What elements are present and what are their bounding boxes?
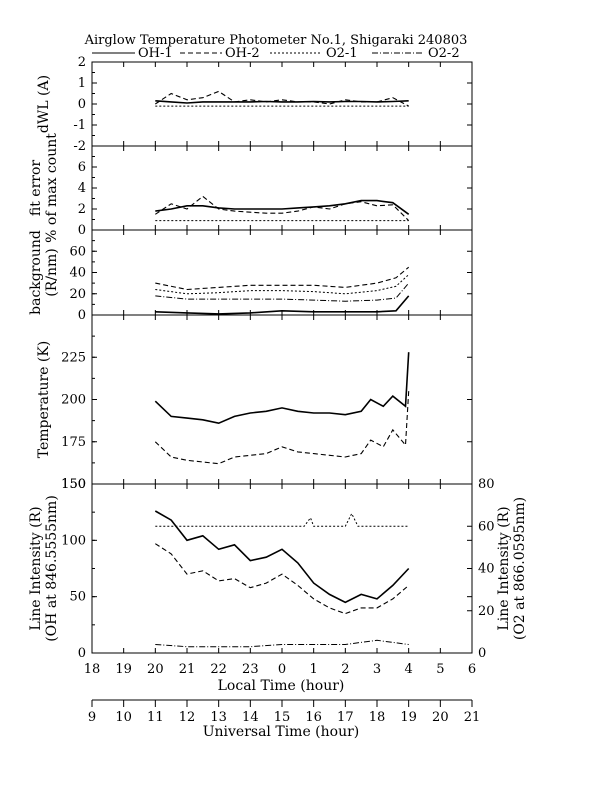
panel-frame-background <box>91 229 473 316</box>
ytick-label-temperature-0: 225 <box>61 350 86 365</box>
series-fit_error-oh-2 <box>154 195 410 221</box>
universal-time-tick-11: 20 <box>432 710 449 725</box>
ytick-label-dwl-2: 0 <box>78 97 86 112</box>
y2label-line_intensity-0: Line Intensity (R) <box>496 506 512 630</box>
series-line_intensity-o2-1 <box>155 512 409 527</box>
legend-label-o21: O2-1 <box>326 46 358 61</box>
universal-time-tick-9: 18 <box>369 710 386 725</box>
ytick-label-temperature-2: 175 <box>61 435 86 450</box>
local-time-label: Local Time (hour) <box>218 678 345 694</box>
series-background-oh-1 <box>155 295 410 315</box>
ytick-label-background-2: 20 <box>69 287 86 302</box>
panel-frame-temperature <box>91 314 473 485</box>
series-line_intensity-oh-2 <box>155 543 410 615</box>
panel-fit_error: 6 4 2 0 fit error% of max count <box>28 133 473 243</box>
ylabel-line_intensity-0: Line Intensity (R) <box>28 506 44 630</box>
panel-frame-fit_error <box>91 145 473 231</box>
universal-time-tick-7: 16 <box>305 710 322 725</box>
ytick-label-background-3: 0 <box>78 308 86 323</box>
panel-background: 60 40 20 0 background (R/nm) <box>28 229 473 323</box>
series-background-o2-2 <box>155 282 410 302</box>
series-temperature-oh-1 <box>154 352 410 425</box>
local-time-tick-6: 0 <box>278 662 286 677</box>
ytick-label-temperature-1: 200 <box>61 393 86 408</box>
local-time-tick-5: 23 <box>242 662 259 677</box>
series-background-o2-1 <box>155 274 410 295</box>
legend: OH-1 OH-2 O2-1 O2-2 <box>92 46 460 61</box>
local-time-tick-8: 2 <box>341 662 349 677</box>
ylabel-fit_error-0: fit error <box>28 160 44 217</box>
ytick-label-background-1: 40 <box>69 266 86 281</box>
legend-label-oh1: OH-1 <box>138 46 173 61</box>
series-temperature-oh-2 <box>154 391 410 465</box>
universal-time-tick-12: 21 <box>464 710 481 725</box>
ytick-label-fit_error-2: 2 <box>78 202 86 217</box>
legend-label-o22: O2-2 <box>428 46 460 61</box>
series-line_intensity-o2-2 <box>155 639 409 648</box>
ylabel-background-1: (R/nm) <box>44 248 60 296</box>
figure-title: Airglow Temperature Photometer No.1, Shi… <box>84 33 468 48</box>
ytick-label-dwl-4: -2 <box>73 139 86 154</box>
universal-time-label: Universal Time (hour) <box>203 724 360 740</box>
ytick-label-line_intensity-2: 50 <box>69 590 86 605</box>
local-time-tick-12: 6 <box>468 662 476 677</box>
ylabel-dwl-0: dWL (A) <box>36 75 52 133</box>
ytick-label-dwl-1: 1 <box>78 76 86 91</box>
local-time-tick-7: 1 <box>310 662 318 677</box>
local-time-tick-9: 3 <box>373 662 381 677</box>
ylabel-background-0: background <box>28 230 44 315</box>
local-time-tick-2: 20 <box>147 662 164 677</box>
ytick-label-line_intensity-0: 150 <box>61 477 86 492</box>
y2label-line_intensity-1: (O2 at 866.0595nm) <box>512 497 528 640</box>
universal-time-tick-5: 14 <box>242 710 259 725</box>
ylabel-fit_error-1: % of max count <box>44 133 60 243</box>
ytick-label-dwl-3: -1 <box>73 118 86 133</box>
panel-frame-line_intensity <box>91 483 473 654</box>
ytick-label-line_intensity-3: 0 <box>78 646 86 661</box>
ytick-label-dwl-0: 2 <box>78 55 86 70</box>
universal-time-tick-3: 12 <box>179 710 196 725</box>
universal-time-tick-10: 19 <box>400 710 417 725</box>
legend-label-oh2: OH-2 <box>225 46 260 61</box>
ylabel-line_intensity-1: (OH at 846.5555nm) <box>44 495 60 642</box>
panel-temperature: 225 200 175 150 Temperature (K) <box>36 314 473 492</box>
ytick-label-fit_error-3: 0 <box>78 223 86 238</box>
universal-time-tick-6: 15 <box>274 710 291 725</box>
local-time-tick-0: 18 <box>84 662 101 677</box>
ytick-label-fit_error-1: 4 <box>78 181 86 196</box>
series-dwl-oh-2 <box>154 90 409 107</box>
y2tick-label-line_intensity-1: 60 <box>478 519 495 534</box>
y2tick-label-line_intensity-4: 0 <box>478 646 486 661</box>
series-background-oh-2 <box>155 266 410 291</box>
local-time-tick-11: 5 <box>436 662 444 677</box>
universal-time-tick-0: 9 <box>88 710 96 725</box>
ytick-label-fit_error-0: 6 <box>78 160 86 175</box>
local-time-tick-1: 19 <box>115 662 132 677</box>
universal-time-tick-4: 13 <box>210 710 227 725</box>
local-time-tick-3: 21 <box>179 662 196 677</box>
local-time-tick-4: 22 <box>210 662 227 677</box>
ylabel-temperature-0: Temperature (K) <box>36 341 52 459</box>
local-time-tick-10: 4 <box>405 662 413 677</box>
series-fit_error-oh-1 <box>155 199 410 215</box>
ytick-label-line_intensity-1: 100 <box>61 533 86 548</box>
series-dwl-oh-1 <box>155 100 409 104</box>
universal-time-tick-2: 11 <box>147 710 164 725</box>
y2tick-label-line_intensity-0: 80 <box>478 477 495 492</box>
ytick-label-background-0: 60 <box>69 244 86 259</box>
y2tick-label-line_intensity-2: 40 <box>478 562 495 577</box>
y2tick-label-line_intensity-3: 20 <box>478 604 495 619</box>
x-axes: 18 19 20 21 22 23 0 1 2 3 4 5 69 10 11 12 13 14 15 16 17 18 19… <box>84 662 481 725</box>
series-line_intensity-oh-1 <box>154 510 410 604</box>
panel-dwl: 2 1 0 -1 -2 dWL (A) <box>36 55 473 154</box>
panel-frame-dwl <box>91 61 473 147</box>
universal-time-tick-8: 17 <box>337 710 354 725</box>
ytick-label-temperature-3: 150 <box>61 477 86 492</box>
universal-time-tick-1: 10 <box>115 710 132 725</box>
